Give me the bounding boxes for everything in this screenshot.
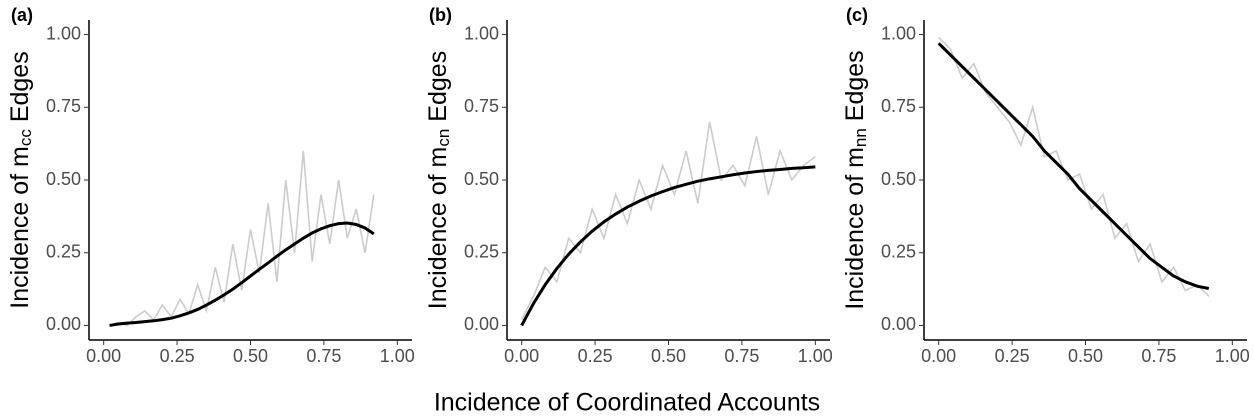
y-tick-label: 0.75 (46, 96, 81, 116)
y-axis-label: Incidence of mcn Edges (424, 51, 454, 309)
x-tick-label: 0.75 (724, 346, 759, 366)
smoothed-line (520, 165, 816, 327)
x-tick-label: 0.75 (306, 346, 341, 366)
x-tick-label: 0.00 (921, 346, 956, 366)
x-tick-label: 0.50 (233, 346, 268, 366)
panel-tag: (b) (429, 5, 452, 25)
y-tick-label: 0.00 (46, 314, 81, 334)
smoothed-line (109, 221, 375, 327)
x-tick-label: 0.25 (578, 346, 613, 366)
y-tick-label: 1.00 (464, 23, 499, 43)
panel-tag: (c) (846, 5, 868, 25)
x-tick-label: 0.00 (504, 346, 539, 366)
x-tick-label: 0.00 (86, 346, 121, 366)
observed-line (520, 121, 816, 320)
y-axis-label: Incidence of mcc Edges (6, 51, 36, 308)
y-tick-label: 0.50 (464, 169, 499, 189)
y-axis-label-part: Edges (424, 51, 452, 129)
panel-tag: (a) (11, 5, 33, 25)
y-tick-label: 0.75 (464, 96, 499, 116)
y-tick-label: 0.25 (881, 241, 916, 261)
y-axis-label-part: Incidence of m (841, 147, 869, 310)
y-tick-label: 1.00 (46, 23, 81, 43)
y-axis-label-part: Edges (6, 51, 34, 129)
x-tick-label: 0.50 (651, 346, 686, 366)
x-tick-label: 1.00 (1215, 346, 1250, 366)
y-tick-label: 0.00 (464, 314, 499, 334)
x-tick-label: 0.25 (995, 346, 1030, 366)
x-tick-label: 0.75 (1141, 346, 1176, 366)
y-tick-label: 0.50 (46, 169, 81, 189)
y-tick-label: 1.00 (881, 23, 916, 43)
y-axis-label-subscript: cc (16, 129, 35, 147)
x-tick-label: 0.25 (160, 346, 195, 366)
y-tick-label: 0.25 (46, 241, 81, 261)
x-tick-label: 1.00 (380, 346, 415, 366)
y-tick-label: 0.75 (881, 96, 916, 116)
x-axis-label: Incidence of Coordinated Accounts (434, 389, 820, 417)
y-axis-label-part: Incidence of m (424, 147, 452, 310)
observed-line (938, 36, 1210, 297)
x-tick-label: 1.00 (798, 346, 833, 366)
y-axis-label-part: Edges (841, 50, 869, 128)
smoothed-line (937, 42, 1210, 290)
x-tick-label: 0.50 (1068, 346, 1103, 366)
y-axis-label: Incidence of mnn Edges (841, 50, 871, 309)
y-tick-label: 0.00 (881, 314, 916, 334)
y-axis-label-subscript: cn (434, 129, 453, 147)
observed-line (109, 150, 375, 327)
y-tick-label: 0.25 (464, 241, 499, 261)
y-axis-label-subscript: nn (851, 128, 870, 147)
y-axis-label-part: Incidence of m (6, 146, 34, 309)
y-tick-label: 0.50 (881, 169, 916, 189)
